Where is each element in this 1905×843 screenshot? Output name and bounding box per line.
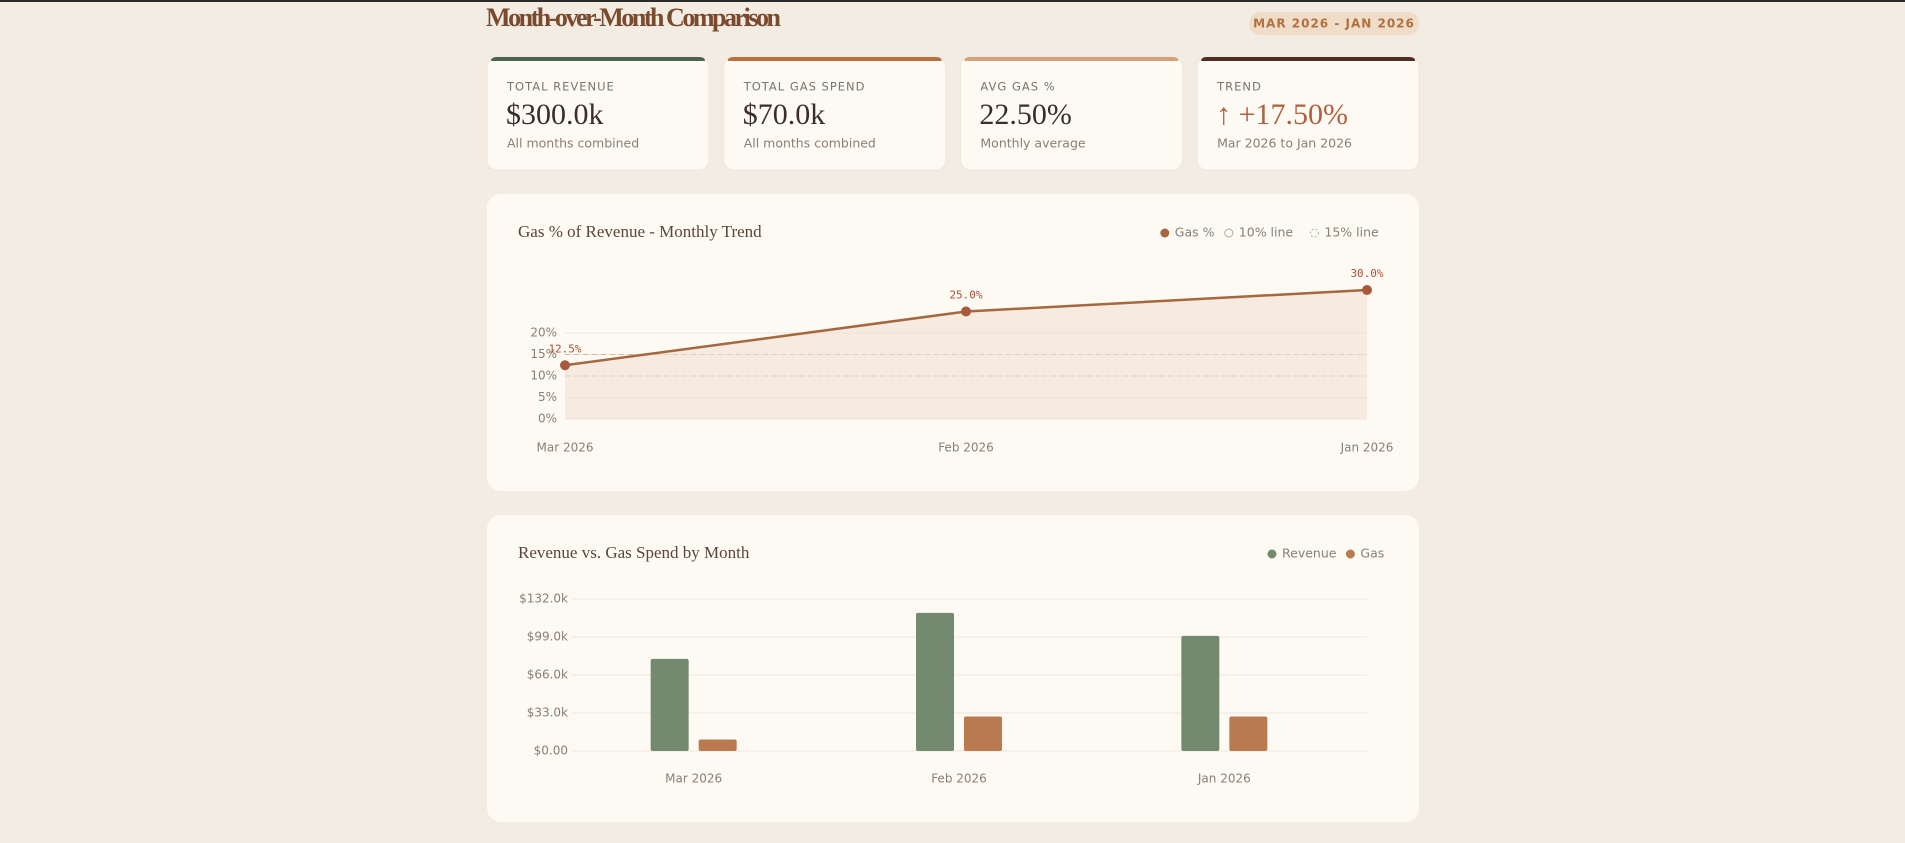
card-note: Monthly average [980,136,1086,151]
range-label: MAR 2026 - JAN 2026 [1253,17,1415,31]
x-tick-label: Jan 2026 [1197,772,1251,786]
card-accent [727,57,942,61]
chart-title: Revenue vs. Gas Spend by Month [518,543,750,562]
card-note: All months combined [744,136,876,151]
card-accent [964,57,1179,61]
y-tick-label: 20% [530,326,557,340]
bar [1181,635,1220,751]
card-accent [491,57,705,61]
range-pill [1249,12,1419,35]
point [1362,285,1372,295]
x-tick-label: Feb 2026 [938,441,994,455]
y-tick-label: 10% [530,369,557,383]
legend-label: 15% line [1324,225,1379,240]
point [961,306,971,317]
y-tick-label: $0.00 [534,744,568,758]
card-value: 22.50% [979,98,1072,131]
card-value: ↑ +17.50% [1216,98,1348,131]
x-tick-label: Mar 2026 [537,441,594,455]
x-tick-label: Jan 2026 [1340,441,1394,455]
chart-title: Gas % of Revenue - Monthly Trend [518,222,762,241]
x-tick-label: Mar 2026 [665,772,722,786]
card-accent [1201,57,1416,61]
data-label: 25.0% [949,289,982,302]
legend-marker [1345,549,1355,559]
legend-label: 10% line [1239,225,1294,240]
legend-marker [1224,228,1234,238]
bar [964,716,1002,751]
legend-label: Gas % [1175,225,1215,240]
card-note: Mar 2026 to Jan 2026 [1217,136,1352,151]
y-tick-label: 15% [530,347,557,361]
y-tick-label: 0% [538,412,557,426]
card-note: All months combined [507,136,639,151]
legend-marker [1309,228,1319,238]
card-value: $300.0k [506,98,604,131]
bar [1229,716,1268,751]
data-label: 30.0% [1350,267,1383,280]
legend-marker [1160,228,1170,238]
card-value: $70.0k [743,98,826,131]
top-bar [0,0,1905,2]
page-title: Month-over-Month Comparison [486,3,782,32]
area [565,290,1367,419]
y-tick-label: 5% [538,390,557,404]
card-label: AVG GAS % [980,80,1055,94]
bar [698,739,737,751]
point [560,360,570,371]
card-label: TREND [1216,80,1262,94]
bar [916,612,954,751]
legend-label: Gas [1360,546,1384,561]
card-label: TOTAL GAS SPEND [743,80,866,94]
y-tick-label: $66.0k [527,668,568,682]
card-label: TOTAL REVENUE [506,80,615,94]
bar [650,658,689,751]
y-tick-label: $33.0k [527,706,568,720]
legend-marker [1267,549,1277,559]
data-label: 12.5% [548,342,581,355]
x-tick-label: Feb 2026 [931,772,987,786]
y-tick-label: $132.0k [519,592,568,606]
legend-label: Revenue [1282,546,1337,561]
y-tick-label: $99.0k [527,630,568,644]
